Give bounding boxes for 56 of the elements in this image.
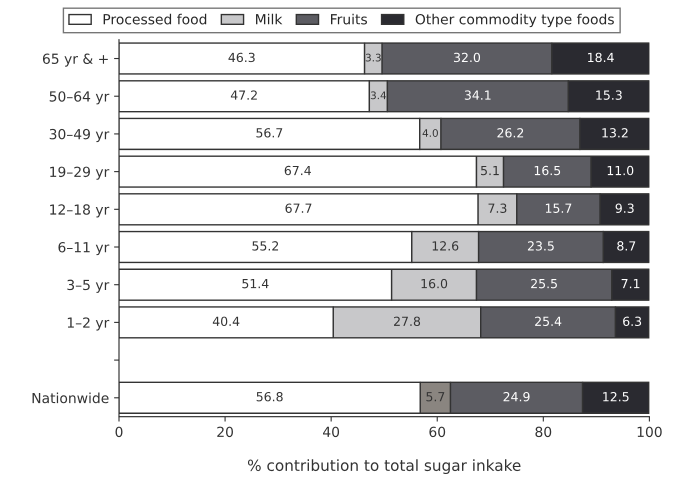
y-tick-label: 1–2 yr xyxy=(68,317,110,331)
data-label: 13.2 xyxy=(602,128,628,138)
data-label: 9.3 xyxy=(616,203,634,213)
data-label: 16.0 xyxy=(422,278,448,288)
data-label: 67.7 xyxy=(285,203,312,213)
data-label: 3.3 xyxy=(366,54,381,62)
data-label: 51.4 xyxy=(242,279,269,288)
y-tick-label: 6–11 yr xyxy=(58,242,110,256)
data-label: 56.7 xyxy=(256,128,282,138)
legend-label: Fruits xyxy=(331,14,367,24)
data-label: 16.5 xyxy=(534,166,560,176)
x-tick-label: 60 xyxy=(429,426,446,438)
data-label: 12.6 xyxy=(432,241,458,251)
y-tick-label: 50–64 yr xyxy=(50,91,110,104)
data-label: 23.5 xyxy=(528,241,554,251)
y-tick-label: 3–5 yr xyxy=(67,280,110,293)
y-tick-label: 19–29 yr xyxy=(50,166,110,180)
data-label: 5.7 xyxy=(426,392,444,402)
x-tick-label: 20 xyxy=(217,426,233,438)
x-tick-label: 100 xyxy=(638,426,662,438)
legend-label: Other commodity type foods xyxy=(416,14,614,28)
data-label: 15.7 xyxy=(546,204,572,213)
data-label: 4.0 xyxy=(422,129,438,137)
data-label: 27.8 xyxy=(394,316,420,326)
data-label: 6.3 xyxy=(623,316,642,326)
data-label: 15.3 xyxy=(596,90,622,100)
data-label: 3.4 xyxy=(370,91,386,100)
data-label: 34.1 xyxy=(464,90,491,100)
data-label: 11.0 xyxy=(608,166,634,176)
data-label: 25.4 xyxy=(535,316,562,326)
x-tick-label: 0 xyxy=(115,426,122,438)
data-label: 25.5 xyxy=(531,278,557,288)
x-tick-label: 40 xyxy=(323,426,340,438)
data-label: 24.9 xyxy=(504,392,530,402)
data-label: 67.4 xyxy=(284,166,311,176)
data-label: 26.2 xyxy=(497,128,524,138)
data-label: 47.2 xyxy=(230,90,257,100)
legend-label: Milk xyxy=(256,14,282,24)
y-tick-label: 30–49 yr xyxy=(50,128,110,142)
data-label: 55.2 xyxy=(252,241,278,251)
x-tick-label: 80 xyxy=(535,426,552,438)
data-label: 5.1 xyxy=(481,166,499,176)
y-tick-label: 65 yr & + xyxy=(42,53,108,67)
y-tick-label: 12–18 yr xyxy=(50,204,110,218)
data-label: 46.3 xyxy=(228,52,255,62)
data-label: 12.5 xyxy=(603,392,629,402)
x-axis-title: % contribution to total sugar inkake xyxy=(248,459,520,474)
legend-label: Processed food xyxy=(104,14,206,24)
data-label: 8.7 xyxy=(617,241,636,251)
data-label: 56.8 xyxy=(256,392,283,402)
data-label: 40.4 xyxy=(212,316,240,326)
data-label: 7.1 xyxy=(622,279,640,288)
data-label: 18.4 xyxy=(588,52,614,62)
data-label: 7.3 xyxy=(488,203,506,213)
data-label: 32.0 xyxy=(454,52,480,62)
y-tick-label: Nationwide xyxy=(32,392,109,404)
